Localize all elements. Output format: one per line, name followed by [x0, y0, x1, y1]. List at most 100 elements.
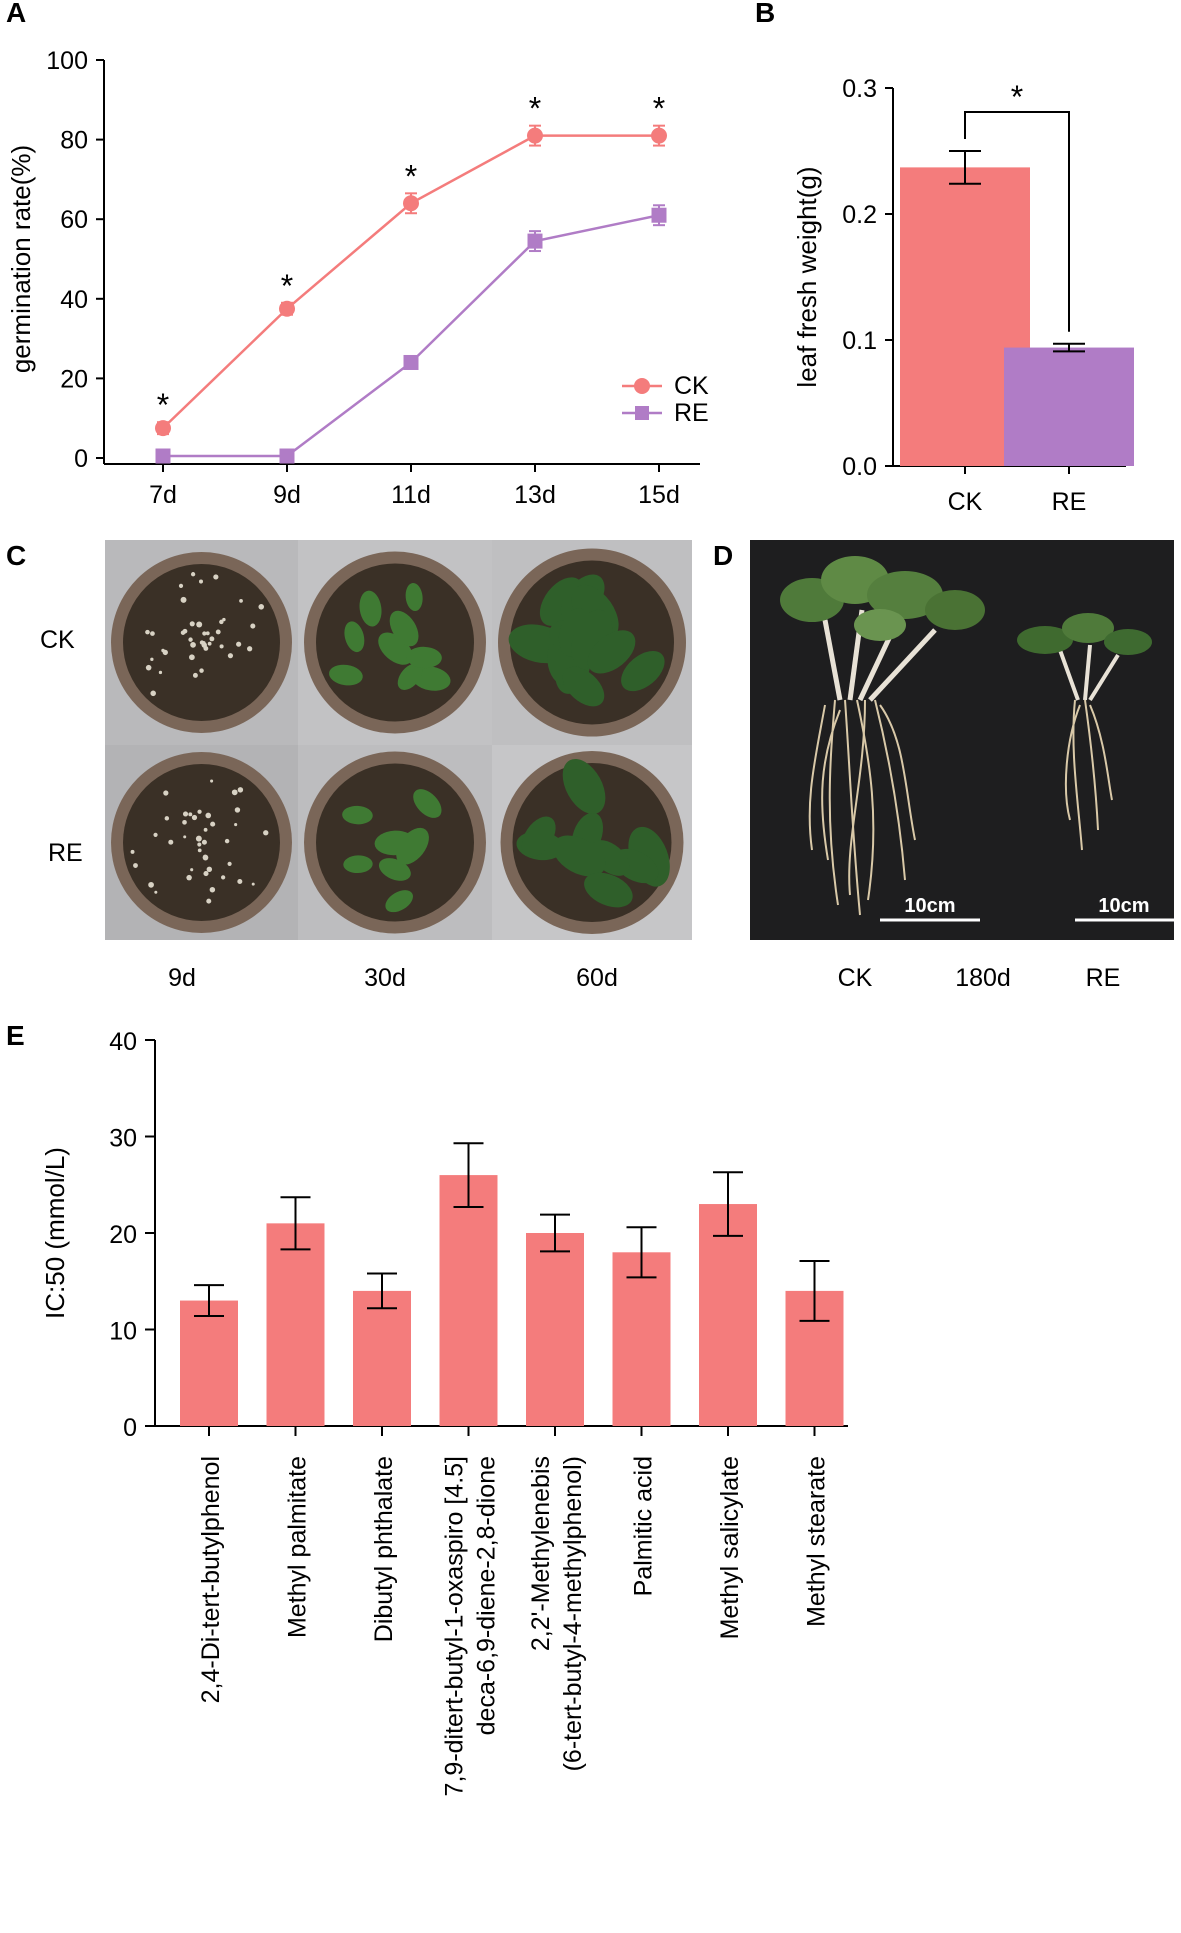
soil-speck — [201, 642, 207, 648]
d-label-ck: CK — [838, 964, 873, 992]
point-re — [279, 448, 295, 464]
soil-speck — [258, 604, 265, 610]
soil-speck — [209, 636, 215, 642]
x-tick-label: 13d — [514, 481, 556, 509]
leaf — [621, 651, 665, 692]
y-axis-title: germination rate(%) — [6, 145, 36, 373]
pot-photo-re-0 — [105, 745, 298, 940]
bar-re — [1004, 347, 1134, 466]
soil-speck — [239, 598, 243, 603]
d-label-180d: 180d — [955, 964, 1011, 992]
significance-mark: * — [281, 268, 293, 304]
panel-letter-a: A — [6, 0, 26, 28]
soil-speck — [207, 641, 212, 646]
soil-speck — [237, 787, 244, 793]
soil-speck — [219, 619, 224, 625]
soil-speck — [219, 644, 224, 649]
soil-speck — [190, 572, 196, 577]
soil-speck — [196, 621, 203, 628]
x-tick-label: 9d — [273, 481, 301, 509]
leaf — [344, 621, 365, 653]
soil-speck — [189, 621, 195, 627]
bar — [180, 1300, 238, 1426]
significance-mark: * — [653, 91, 665, 127]
leaf — [413, 789, 442, 818]
soil-speck — [148, 881, 154, 888]
soil-speck — [197, 842, 202, 847]
x-tick-label: 7d — [149, 481, 177, 509]
panel-letter-c: C — [6, 540, 26, 571]
point-re — [651, 207, 667, 223]
y-tick-label: 10 — [109, 1318, 137, 1346]
leaf — [562, 666, 605, 707]
soil-speck — [182, 628, 188, 634]
leaf — [389, 610, 419, 647]
leaf — [552, 835, 606, 877]
soil-speck — [227, 653, 234, 659]
y-tick-label: 40 — [109, 1028, 137, 1056]
soil-speck — [158, 670, 163, 675]
x-tick-label: Methyl palmitate — [284, 1456, 312, 1638]
soil-speck — [234, 823, 238, 827]
y-tick-label: 30 — [109, 1125, 137, 1153]
soil-speck — [210, 821, 216, 827]
leaf — [385, 890, 413, 913]
y-tick-label: 80 — [60, 127, 88, 155]
soil-speck — [198, 579, 204, 584]
soil-speck — [153, 832, 158, 837]
soil-speck — [189, 654, 195, 661]
x-tick-label: Palmitic acid — [630, 1456, 658, 1596]
soil-speck — [213, 574, 219, 580]
x-tick-label: (6-tert-butyl-4-methylphenol) — [559, 1456, 587, 1771]
leaf — [405, 582, 423, 612]
soil-speck — [182, 811, 189, 817]
x-tick-label: 2,4-Di-tert-butylphenol — [197, 1456, 225, 1703]
soil-speck — [186, 874, 192, 881]
soil-speck — [236, 641, 242, 647]
soil-speck — [168, 839, 174, 845]
pot-photo-re-1 — [298, 745, 492, 940]
leaf — [406, 646, 442, 669]
x-tick-label: Methyl salicylate — [716, 1456, 744, 1639]
chart-b-leaf-fresh-weight: 0.0 0.1 0.2 0.3 leaf fresh weight(g) CK RE * — [792, 75, 1134, 516]
soil-speck — [150, 690, 156, 697]
point-re — [527, 233, 543, 249]
soil-speck — [188, 812, 193, 817]
y-tick-label: 0 — [123, 1414, 137, 1442]
soil-speck — [203, 827, 208, 832]
pot-photo-re-2 — [492, 745, 692, 940]
x-tick-label: Dibutyl phthalate — [370, 1456, 398, 1642]
soil-speck — [178, 583, 184, 588]
soil-speck — [163, 790, 169, 796]
photo-d-seedlings: 10cm 10cm CK 180d RE — [750, 540, 1174, 992]
series-line-re — [163, 213, 660, 458]
point-ck — [403, 195, 419, 212]
panel-letter-d: D — [713, 540, 733, 571]
soil-speck — [201, 839, 207, 845]
leaf — [584, 872, 633, 908]
soil-speck — [145, 664, 152, 671]
legend-marker-ck — [634, 378, 650, 394]
point-re — [403, 354, 419, 370]
point-re — [155, 448, 171, 464]
soil-speck — [197, 848, 202, 853]
soil-speck — [180, 596, 187, 603]
soil-speck — [154, 890, 158, 894]
y-tick-label: 100 — [46, 47, 88, 75]
panel-letter-e: E — [6, 1020, 25, 1051]
leaf — [343, 855, 373, 874]
x-tick-label: Methyl stearate — [803, 1456, 831, 1627]
chart-a-germination-rate: 0 20 40 60 80 100 7d 9d 11d 13d 15d germination rat… — [6, 47, 709, 509]
legend-label-re: RE — [674, 399, 709, 427]
bar — [612, 1252, 671, 1426]
y-tick-label: 60 — [60, 206, 88, 234]
soil-speck — [183, 835, 187, 839]
soil-speck — [247, 646, 253, 652]
y-tick-label: 0.1 — [842, 327, 877, 355]
soil-speck — [227, 861, 232, 866]
soil-speck — [150, 657, 154, 661]
soil-speck — [145, 629, 150, 635]
soil-speck — [210, 779, 214, 783]
soil-speck — [205, 631, 210, 636]
